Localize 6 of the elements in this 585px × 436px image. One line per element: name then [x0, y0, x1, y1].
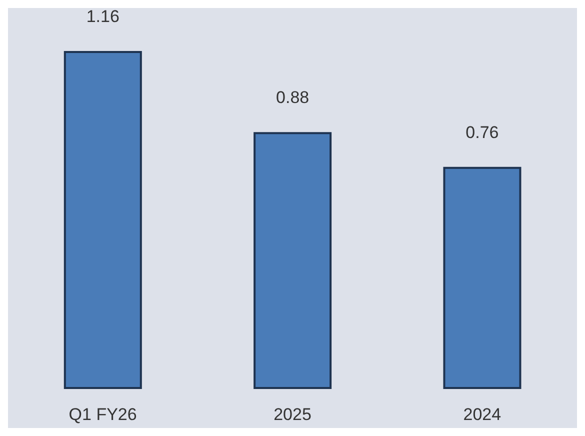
- data-label: 0.88: [276, 88, 310, 108]
- data-label: 0.76: [466, 122, 499, 142]
- x-tick-label: 2024: [463, 405, 502, 424]
- x-tick-label: Q1 FY26: [68, 405, 137, 424]
- data-label: 1.16: [86, 7, 120, 26]
- x-tick-label: 2025: [274, 405, 312, 424]
